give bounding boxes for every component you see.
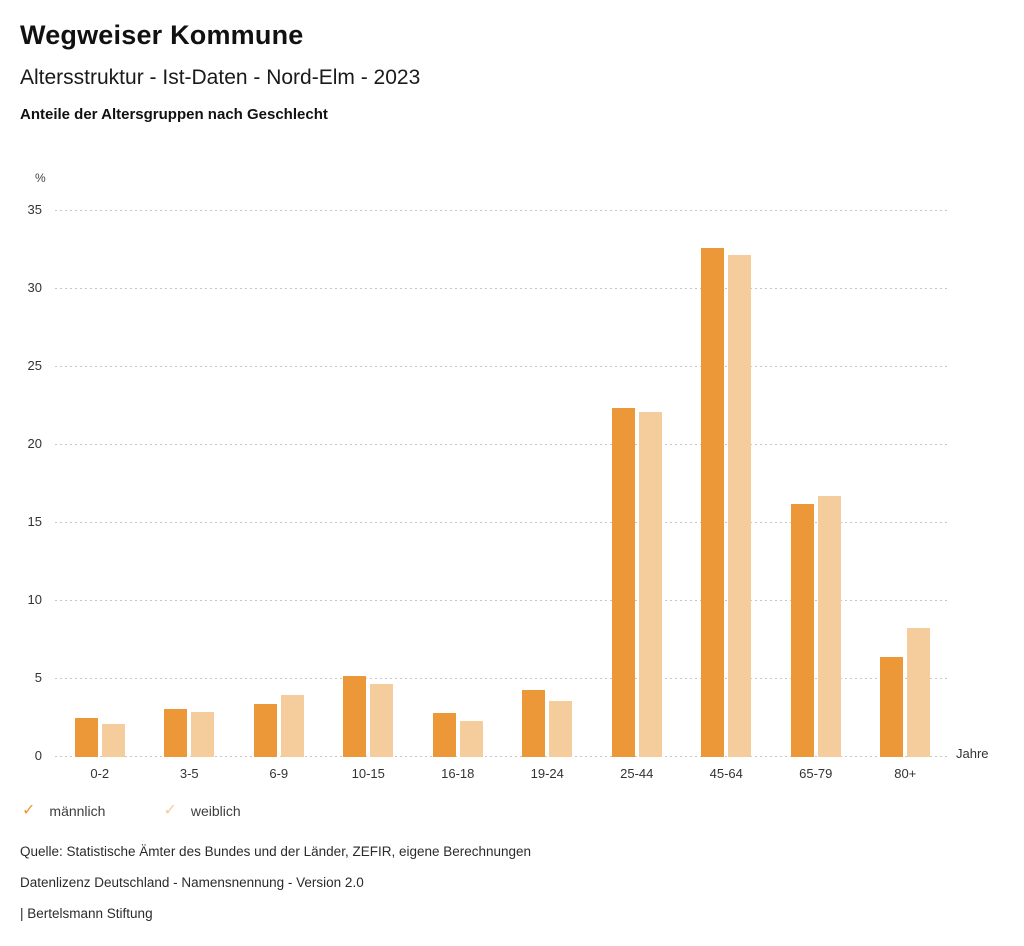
y-tick-label: 20	[27, 436, 42, 451]
y-tick-label: 25	[27, 358, 42, 373]
x-axis-unit-label: Jahre	[956, 746, 989, 761]
bar-weiblich-80+[interactable]	[907, 627, 931, 757]
bar-maennlich-16-18[interactable]	[432, 713, 456, 757]
chart-heading: Anteile der Altersgruppen nach Geschlech…	[20, 106, 328, 123]
bar-weiblich-6-9[interactable]	[280, 694, 304, 757]
x-tick-label-3-5: 3-5	[179, 766, 199, 781]
bar-group-0-2	[55, 210, 145, 757]
page-title: Wegweiser Kommune	[20, 20, 304, 50]
check-icon: ✓	[163, 802, 177, 819]
bar-maennlich-19-24[interactable]	[522, 689, 546, 757]
gridline	[55, 678, 950, 679]
bar-maennlich-80+[interactable]	[880, 657, 904, 757]
legend-label-weiblich: weiblich	[190, 803, 241, 819]
gridline	[55, 288, 950, 289]
gridline	[55, 756, 950, 757]
bar-weiblich-0-2[interactable]	[101, 724, 125, 757]
gridline	[55, 444, 950, 445]
bar-weiblich-25-44[interactable]	[638, 412, 662, 757]
license-text: Datenlizenz Deutschland - Namensnennung …	[20, 875, 364, 890]
chart-subtitle: Altersstruktur - Ist-Daten - Nord-Elm - …	[20, 66, 421, 89]
bar-group-19-24	[503, 210, 593, 757]
bar-maennlich-0-2[interactable]	[74, 718, 98, 757]
bar-maennlich-25-44[interactable]	[611, 407, 635, 757]
bar-group-65-79	[771, 210, 861, 757]
bar-weiblich-16-18[interactable]	[459, 721, 483, 757]
x-tick-label-16-18: 16-18	[441, 766, 475, 781]
bar-weiblich-3-5[interactable]	[191, 711, 215, 757]
y-tick-label: 35	[27, 202, 42, 217]
bar-group-3-5	[145, 210, 235, 757]
x-tick-label-0-2: 0-2	[90, 766, 110, 781]
bar-group-16-18	[413, 210, 503, 757]
y-tick-label: 30	[27, 280, 42, 295]
y-tick-label: 5	[34, 670, 42, 685]
y-tick-label: 15	[27, 514, 42, 529]
x-tick-label-6-9: 6-9	[269, 766, 289, 781]
bar-group-25-44	[592, 210, 682, 757]
attribution-text: | Bertelsmann Stiftung	[20, 906, 153, 921]
legend-label-maennlich: männlich	[49, 803, 106, 819]
x-tick-label-25-44: 25-44	[620, 766, 654, 781]
x-tick-label-10-15: 10-15	[351, 766, 385, 781]
x-tick-label-19-24: 19-24	[530, 766, 564, 781]
y-axis-unit-label: %	[35, 171, 46, 185]
x-axis: 0-2 3-5 6-9 10-15 16-18 19-24 25-44 45-64 65-79 8…	[55, 766, 950, 786]
bar-group-80+	[861, 210, 951, 757]
bar-group-45-64	[682, 210, 772, 757]
bar-weiblich-19-24[interactable]	[549, 700, 573, 757]
x-tick-label-65-79: 65-79	[799, 766, 833, 781]
bar-maennlich-45-64[interactable]	[701, 248, 725, 757]
bar-weiblich-45-64[interactable]	[728, 254, 752, 757]
gridline	[55, 210, 950, 211]
source-text: Quelle: Statistische Ämter des Bundes un…	[20, 844, 532, 859]
bar-group-10-15	[324, 210, 414, 757]
gridline	[55, 366, 950, 367]
gridline	[55, 600, 950, 601]
legend-item-weiblich[interactable]: ✓ weiblich	[163, 802, 241, 820]
plot-area	[55, 210, 950, 757]
check-icon: ✓	[22, 802, 36, 819]
bar-maennlich-6-9[interactable]	[253, 703, 277, 757]
bar-maennlich-3-5[interactable]	[164, 708, 188, 757]
bar-weiblich-65-79[interactable]	[817, 496, 841, 757]
y-tick-label: 0	[34, 748, 42, 763]
y-axis: 0 5 10 15 20 25 30 35	[0, 202, 42, 763]
bar-maennlich-65-79[interactable]	[790, 504, 814, 757]
x-tick-label-45-64: 45-64	[709, 766, 743, 781]
bar-weiblich-10-15[interactable]	[370, 683, 394, 757]
bar-group-6-9	[234, 210, 324, 757]
legend-item-maennlich[interactable]: ✓ männlich	[22, 802, 106, 820]
legend: ✓ männlich ✓ weiblich	[22, 802, 241, 820]
bar-maennlich-10-15[interactable]	[343, 675, 367, 757]
gridline	[55, 522, 950, 523]
x-tick-label-80+: 80+	[894, 766, 917, 781]
y-tick-label: 10	[27, 592, 42, 607]
